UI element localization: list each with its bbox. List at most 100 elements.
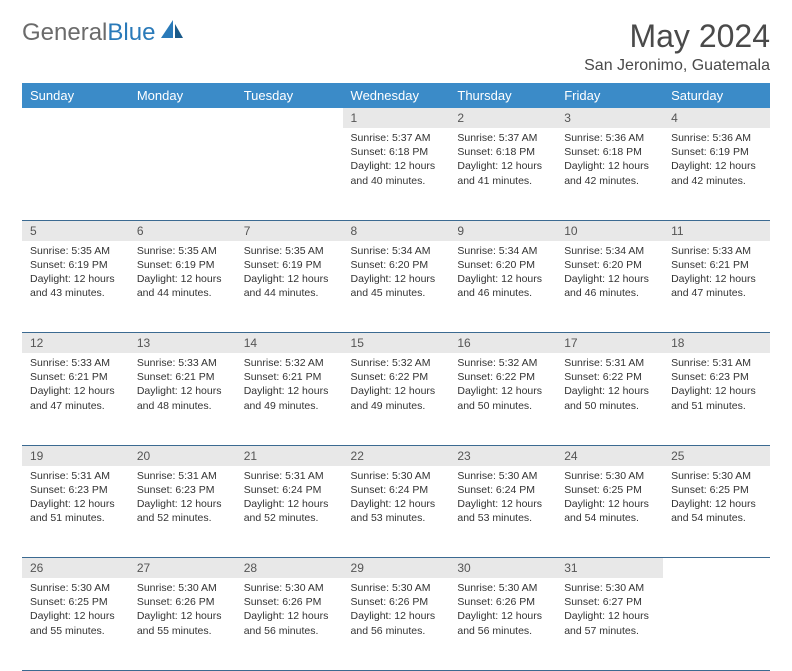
day-details: Sunrise: 5:32 AMSunset: 6:22 PMDaylight:…: [449, 353, 556, 419]
day-number: 14: [236, 333, 343, 353]
day-cell: Sunrise: 5:32 AMSunset: 6:21 PMDaylight:…: [236, 353, 343, 445]
day-details: Sunrise: 5:32 AMSunset: 6:22 PMDaylight:…: [343, 353, 450, 419]
day-details: Sunrise: 5:30 AMSunset: 6:26 PMDaylight:…: [343, 578, 450, 644]
day-cell: Sunrise: 5:30 AMSunset: 6:25 PMDaylight:…: [556, 466, 663, 558]
day-details: Sunrise: 5:31 AMSunset: 6:24 PMDaylight:…: [236, 466, 343, 532]
day-cell: Sunrise: 5:30 AMSunset: 6:26 PMDaylight:…: [449, 578, 556, 670]
calendar-body: 1234Sunrise: 5:37 AMSunset: 6:18 PMDayli…: [22, 108, 770, 670]
day-details: Sunrise: 5:35 AMSunset: 6:19 PMDaylight:…: [236, 241, 343, 307]
day-number: 23: [449, 446, 556, 466]
day-details: Sunrise: 5:31 AMSunset: 6:23 PMDaylight:…: [663, 353, 770, 419]
day-number: [22, 108, 129, 114]
day-details: Sunrise: 5:35 AMSunset: 6:19 PMDaylight:…: [129, 241, 236, 307]
day-details: Sunrise: 5:30 AMSunset: 6:24 PMDaylight:…: [449, 466, 556, 532]
day-number: 24: [556, 446, 663, 466]
day-cell: Sunrise: 5:35 AMSunset: 6:19 PMDaylight:…: [22, 241, 129, 333]
daynum-row: 567891011: [22, 220, 770, 241]
day-cell: Sunrise: 5:33 AMSunset: 6:21 PMDaylight:…: [22, 353, 129, 445]
day-cell: Sunrise: 5:30 AMSunset: 6:24 PMDaylight:…: [343, 466, 450, 558]
day-number: [129, 108, 236, 114]
day-details: Sunrise: 5:30 AMSunset: 6:25 PMDaylight:…: [22, 578, 129, 644]
day-number: 11: [663, 221, 770, 241]
day-details: Sunrise: 5:30 AMSunset: 6:26 PMDaylight:…: [129, 578, 236, 644]
day-number: 10: [556, 221, 663, 241]
week-row: Sunrise: 5:33 AMSunset: 6:21 PMDaylight:…: [22, 353, 770, 445]
day-details: Sunrise: 5:30 AMSunset: 6:24 PMDaylight:…: [343, 466, 450, 532]
day-cell: Sunrise: 5:31 AMSunset: 6:23 PMDaylight:…: [22, 466, 129, 558]
header: GeneralBlue May 2024 San Jeronimo, Guate…: [22, 18, 770, 75]
weekday-header: Friday: [556, 83, 663, 108]
day-number: 4: [663, 108, 770, 128]
day-number: 2: [449, 108, 556, 128]
day-cell: Sunrise: 5:30 AMSunset: 6:25 PMDaylight:…: [22, 578, 129, 670]
day-number: [236, 108, 343, 114]
day-cell: Sunrise: 5:34 AMSunset: 6:20 PMDaylight:…: [449, 241, 556, 333]
day-cell: Sunrise: 5:36 AMSunset: 6:18 PMDaylight:…: [556, 128, 663, 220]
day-details: Sunrise: 5:30 AMSunset: 6:25 PMDaylight:…: [663, 466, 770, 532]
day-cell: Sunrise: 5:37 AMSunset: 6:18 PMDaylight:…: [343, 128, 450, 220]
day-number: 30: [449, 558, 556, 578]
weekday-header: Tuesday: [236, 83, 343, 108]
day-cell: Sunrise: 5:35 AMSunset: 6:19 PMDaylight:…: [236, 241, 343, 333]
weekday-header: Sunday: [22, 83, 129, 108]
day-details: Sunrise: 5:34 AMSunset: 6:20 PMDaylight:…: [449, 241, 556, 307]
day-cell: [236, 128, 343, 220]
location-subtitle: San Jeronimo, Guatemala: [584, 57, 770, 75]
weekday-header-row: SundayMondayTuesdayWednesdayThursdayFrid…: [22, 83, 770, 108]
day-cell: Sunrise: 5:33 AMSunset: 6:21 PMDaylight:…: [129, 353, 236, 445]
day-cell: Sunrise: 5:30 AMSunset: 6:24 PMDaylight:…: [449, 466, 556, 558]
daynum-row: 262728293031: [22, 558, 770, 579]
day-details: Sunrise: 5:30 AMSunset: 6:26 PMDaylight:…: [449, 578, 556, 644]
day-number: 6: [129, 221, 236, 241]
day-number: 3: [556, 108, 663, 128]
page-title: May 2024: [584, 18, 770, 55]
weekday-header: Wednesday: [343, 83, 450, 108]
weekday-header: Saturday: [663, 83, 770, 108]
day-details: Sunrise: 5:33 AMSunset: 6:21 PMDaylight:…: [22, 353, 129, 419]
day-details: Sunrise: 5:35 AMSunset: 6:19 PMDaylight:…: [22, 241, 129, 307]
day-details: Sunrise: 5:33 AMSunset: 6:21 PMDaylight:…: [663, 241, 770, 307]
day-number: 21: [236, 446, 343, 466]
day-cell: Sunrise: 5:32 AMSunset: 6:22 PMDaylight:…: [343, 353, 450, 445]
day-number: 26: [22, 558, 129, 578]
daynum-row: 12131415161718: [22, 333, 770, 354]
day-details: Sunrise: 5:30 AMSunset: 6:26 PMDaylight:…: [236, 578, 343, 644]
day-details: Sunrise: 5:36 AMSunset: 6:19 PMDaylight:…: [663, 128, 770, 194]
day-cell: Sunrise: 5:30 AMSunset: 6:26 PMDaylight:…: [343, 578, 450, 670]
day-details: Sunrise: 5:37 AMSunset: 6:18 PMDaylight:…: [343, 128, 450, 194]
weekday-header: Thursday: [449, 83, 556, 108]
week-row: Sunrise: 5:37 AMSunset: 6:18 PMDaylight:…: [22, 128, 770, 220]
day-number: 29: [343, 558, 450, 578]
day-cell: Sunrise: 5:32 AMSunset: 6:22 PMDaylight:…: [449, 353, 556, 445]
day-number: 7: [236, 221, 343, 241]
sail-icon: [159, 18, 185, 47]
day-number: 1: [343, 108, 450, 128]
weekday-header: Monday: [129, 83, 236, 108]
day-cell: Sunrise: 5:35 AMSunset: 6:19 PMDaylight:…: [129, 241, 236, 333]
week-row: Sunrise: 5:31 AMSunset: 6:23 PMDaylight:…: [22, 466, 770, 558]
day-cell: [129, 128, 236, 220]
day-cell: Sunrise: 5:30 AMSunset: 6:27 PMDaylight:…: [556, 578, 663, 670]
day-details: Sunrise: 5:34 AMSunset: 6:20 PMDaylight:…: [343, 241, 450, 307]
day-number: [663, 558, 770, 564]
day-details: Sunrise: 5:31 AMSunset: 6:23 PMDaylight:…: [22, 466, 129, 532]
day-number: 8: [343, 221, 450, 241]
logo-text-blue: Blue: [107, 19, 155, 47]
day-number: 19: [22, 446, 129, 466]
logo: GeneralBlue: [22, 18, 185, 47]
day-cell: Sunrise: 5:31 AMSunset: 6:23 PMDaylight:…: [129, 466, 236, 558]
day-details: Sunrise: 5:36 AMSunset: 6:18 PMDaylight:…: [556, 128, 663, 194]
day-cell: Sunrise: 5:31 AMSunset: 6:22 PMDaylight:…: [556, 353, 663, 445]
day-number: 22: [343, 446, 450, 466]
day-cell: Sunrise: 5:37 AMSunset: 6:18 PMDaylight:…: [449, 128, 556, 220]
day-details: Sunrise: 5:31 AMSunset: 6:23 PMDaylight:…: [129, 466, 236, 532]
day-cell: [22, 128, 129, 220]
day-number: 9: [449, 221, 556, 241]
day-cell: Sunrise: 5:36 AMSunset: 6:19 PMDaylight:…: [663, 128, 770, 220]
day-number: 13: [129, 333, 236, 353]
title-block: May 2024 San Jeronimo, Guatemala: [584, 18, 770, 75]
day-details: Sunrise: 5:31 AMSunset: 6:22 PMDaylight:…: [556, 353, 663, 419]
day-number: 25: [663, 446, 770, 466]
day-details: Sunrise: 5:34 AMSunset: 6:20 PMDaylight:…: [556, 241, 663, 307]
day-number: 12: [22, 333, 129, 353]
